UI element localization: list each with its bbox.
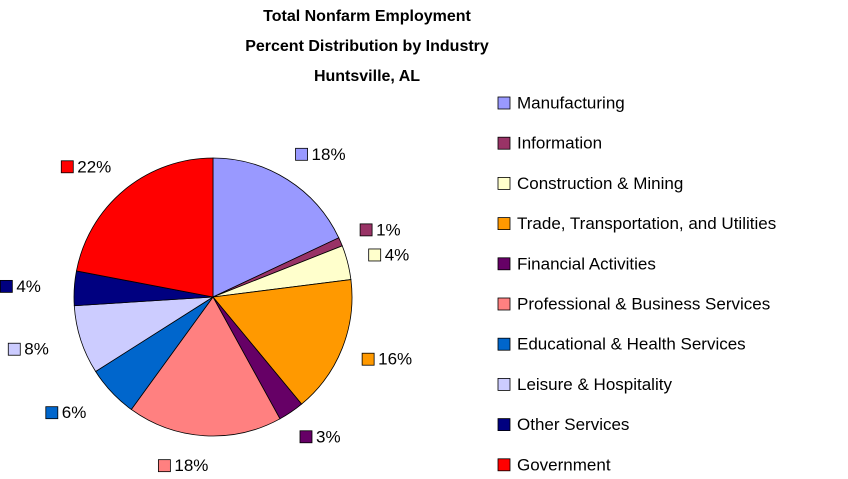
legend-label: Information [517,134,602,153]
pie-slice [212,279,353,405]
data-label: 22% [77,157,111,176]
label-swatch [299,430,313,444]
data-label: 16% [378,350,412,369]
legend-swatch [497,257,511,271]
data-label: 18% [174,456,208,475]
data-label: 3% [316,427,341,446]
legend-label: Construction & Mining [517,174,683,193]
chart-title: Percent Distribution by Industry [245,38,489,55]
data-label: 8% [24,340,49,359]
label-swatch [157,459,171,473]
legend-label: Leisure & Hospitality [517,375,672,394]
data-label: 18% [312,145,346,164]
legend-swatch [497,217,511,231]
legend-label: Other Services [517,415,629,434]
legend-swatch [497,136,511,150]
legend-label: Trade, Transportation, and Utilities [517,214,776,233]
data-label: 4% [385,245,410,264]
legend-swatch [497,297,511,311]
label-swatch [45,406,59,420]
label-swatch [0,279,13,293]
legend-label: Financial Activities [517,254,656,273]
pie-slice [130,296,281,437]
label-swatch [359,223,373,237]
label-swatch [361,352,375,366]
legend-swatch [497,176,511,190]
chart-title: Total Nonfarm Employment [263,8,471,25]
label-swatch [368,248,382,262]
label-swatch [60,160,74,174]
pie-slice [212,157,340,298]
data-label: 4% [16,277,41,296]
pie-slice [75,157,214,298]
data-label: 1% [376,220,401,239]
legend-swatch [497,418,511,432]
legend-label: Government [517,455,611,474]
legend-label: Professional & Business Services [517,294,770,313]
label-swatch [7,342,21,356]
data-label: 6% [62,403,87,422]
legend-label: Manufacturing [517,93,625,112]
legend-label: Educational & Health Services [517,335,746,354]
legend-swatch [497,337,511,351]
legend-swatch [497,377,511,391]
label-swatch [295,147,308,161]
chart-title: Huntsville, AL [314,68,420,85]
legend-swatch [497,458,511,472]
legend-swatch [497,96,511,110]
